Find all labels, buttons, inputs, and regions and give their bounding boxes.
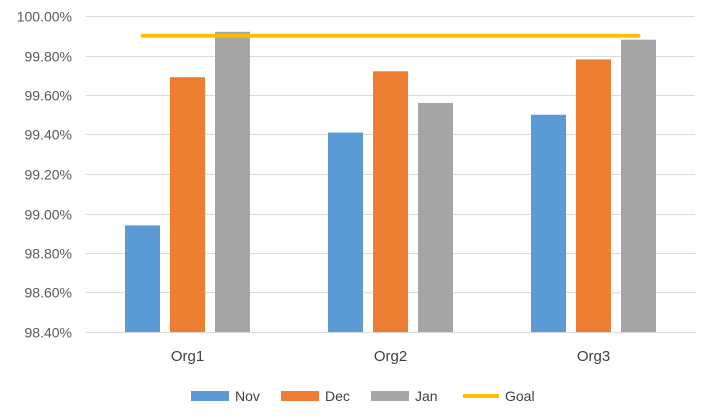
y-tick-label: 98.60%: [25, 285, 72, 301]
bar-jan-org3: [621, 39, 656, 332]
bar-nov-org1: [125, 225, 160, 332]
bar-nov-org2: [328, 132, 363, 332]
legend-label-jan: Jan: [415, 388, 438, 404]
legend-label-nov: Nov: [235, 388, 260, 404]
legend-label-goal: Goal: [505, 388, 535, 404]
bar-jan-org1: [215, 31, 250, 333]
y-tick-label: 98.80%: [25, 246, 72, 262]
bar-nov-org3: [531, 114, 566, 332]
x-category-label: Org3: [577, 348, 610, 365]
x-category-label: Org1: [171, 348, 204, 365]
bars: [125, 31, 656, 333]
y-tick-label: 98.40%: [25, 325, 72, 341]
legend-swatch-nov: [191, 391, 229, 401]
y-tick-label: 99.80%: [25, 49, 72, 65]
bar-dec-org2: [373, 71, 408, 333]
legend-label-dec: Dec: [325, 388, 350, 404]
legend-swatch-jan: [371, 391, 409, 401]
x-axis-category-labels: Org1 Org2 Org3: [171, 348, 610, 365]
y-axis-tick-labels: 98.40% 98.60% 98.80% 99.00% 99.20% 99.40% 99.6…: [17, 9, 72, 341]
bar-jan-org2: [418, 102, 453, 333]
y-tick-label: 99.60%: [25, 88, 72, 104]
y-tick-label: 99.40%: [25, 127, 72, 143]
y-tick-label: 99.00%: [25, 207, 72, 223]
legend-swatch-dec: [281, 391, 319, 401]
legend: Nov Dec Jan Goal: [191, 388, 535, 404]
y-tick-label: 99.20%: [25, 167, 72, 183]
bar-dec-org1: [170, 77, 205, 332]
y-tick-label: 100.00%: [17, 9, 72, 25]
x-category-label: Org2: [374, 348, 407, 365]
bar-dec-org3: [576, 59, 611, 332]
